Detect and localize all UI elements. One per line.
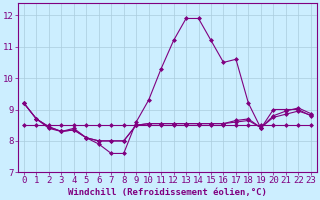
X-axis label: Windchill (Refroidissement éolien,°C): Windchill (Refroidissement éolien,°C) xyxy=(68,188,267,197)
